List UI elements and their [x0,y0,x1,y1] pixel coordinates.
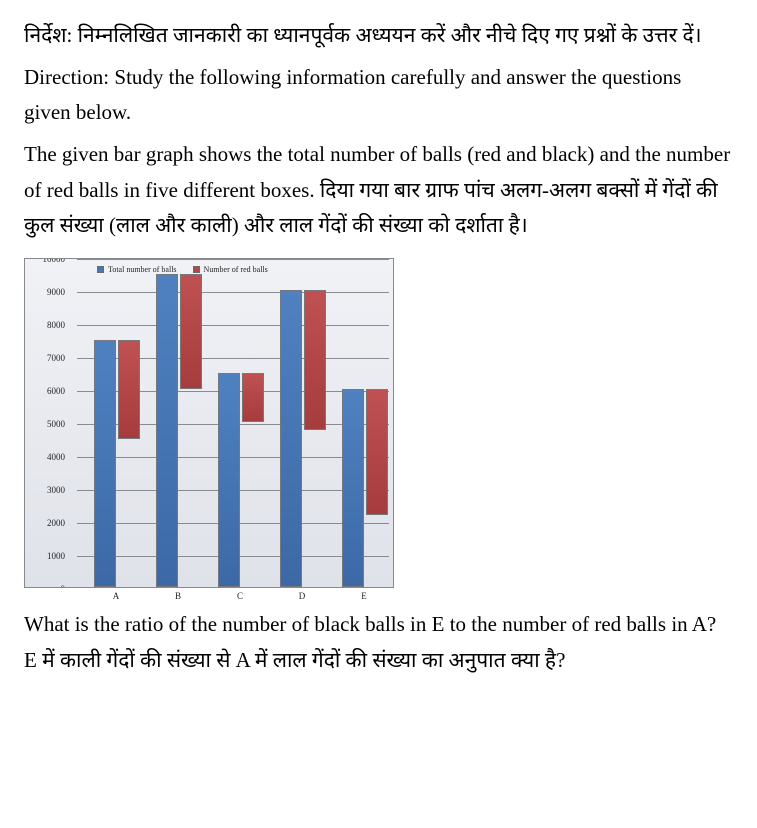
bar-group [335,389,394,587]
y-tick-label: 9000 [31,287,65,297]
y-tick-label: 4000 [31,452,65,462]
question-text: What is the ratio of the number of black… [24,607,733,678]
y-tick-label: 0 [31,584,65,588]
legend-swatch-red [193,266,200,273]
bar-red [242,373,264,423]
chart-legend: Total number of balls Number of red ball… [97,265,268,274]
x-tick-label: E [334,591,394,601]
x-tick-label: C [210,591,270,601]
bar-total [94,340,116,588]
instruction-english: Direction: Study the following informati… [24,60,733,131]
y-tick-label: 5000 [31,419,65,429]
grid-line [77,292,389,293]
legend-swatch-blue [97,266,104,273]
x-tick-label: A [86,591,146,601]
chart-plot-area: Total number of balls Number of red ball… [24,258,394,588]
grid-line [77,325,389,326]
legend-label-red: Number of red balls [204,265,268,274]
y-tick-label: 3000 [31,485,65,495]
bar-group [87,340,147,588]
bar-group [273,290,333,587]
question-hindi: E में काली गेंदों की संख्या से A में लाल… [24,648,565,672]
x-tick-label: D [272,591,332,601]
bar-red [304,290,326,430]
bar-red [180,274,202,390]
plot-inner [77,259,389,587]
y-tick-label: 6000 [31,386,65,396]
y-tick-label: 10000 [31,258,65,264]
y-tick-label: 8000 [31,320,65,330]
y-tick-label: 2000 [31,518,65,528]
instruction-hindi: निर्देश: निम्नलिखित जानकारी का ध्यानपूर्… [24,18,733,54]
bar-total [156,274,178,588]
legend-item-red: Number of red balls [193,265,268,274]
y-axis: 0 1000 2000 3000 4000 5000 6000 7000 8000 9000 100… [31,259,65,587]
bar-red [118,340,140,439]
bar-total [218,373,240,588]
x-tick-label: B [148,591,208,601]
legend-item-total: Total number of balls [97,265,177,274]
y-tick-label: 7000 [31,353,65,363]
bar-total [342,389,364,587]
bar-red [366,389,388,514]
bar-group [149,274,209,588]
legend-label-total: Total number of balls [108,265,177,274]
bar-chart: Total number of balls Number of red ball… [24,258,394,601]
bar-total [280,290,302,587]
x-axis: ABCDE [76,588,394,601]
y-tick-label: 1000 [31,551,65,561]
question-english: What is the ratio of the number of black… [24,612,716,636]
bar-group [211,373,271,588]
grid-line [77,259,389,260]
description-mixed: The given bar graph shows the total numb… [24,137,733,244]
